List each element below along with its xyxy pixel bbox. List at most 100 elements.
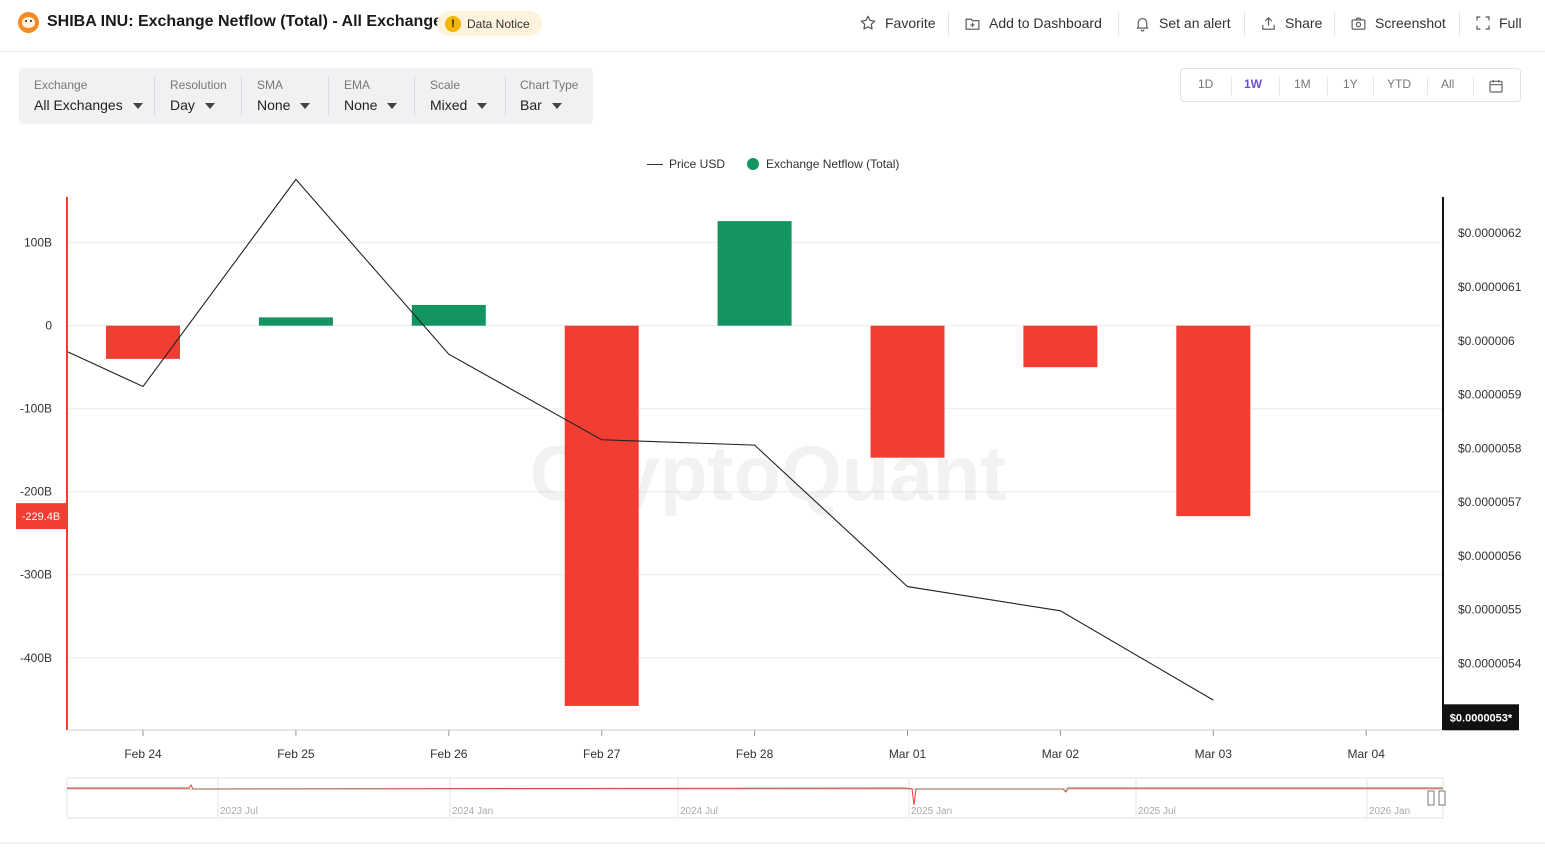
left-axis-tick-label: 0	[45, 319, 52, 333]
range-ytd-button[interactable]: YTD	[1387, 77, 1411, 91]
x-axis-tick-label: Mar 02	[1042, 747, 1080, 761]
caret-down-icon	[477, 102, 488, 109]
fullscreen-button[interactable]: Full	[1475, 13, 1522, 33]
chart-type-label: Chart Type	[520, 78, 579, 92]
right-axis-tick-label: $0.0000054	[1458, 657, 1522, 671]
left-axis-current-value-badge	[16, 503, 66, 530]
screenshot-label: Screenshot	[1375, 15, 1446, 31]
netflow-bar	[258, 317, 333, 326]
netflow-bar	[411, 304, 486, 326]
navigator-panel	[66, 777, 1444, 819]
netflow-bar	[870, 325, 945, 458]
navigator-right-handle	[1438, 790, 1446, 806]
left-axis-current-value: -229.4B	[22, 511, 61, 523]
range-1y-button[interactable]: 1Y	[1343, 77, 1358, 91]
resolution-select[interactable]: Resolution Day	[155, 68, 241, 124]
set-alert-button[interactable]: Set an alert	[1134, 13, 1231, 33]
left-axis-tick-label: 100B	[24, 236, 52, 250]
resolution-value: Day	[170, 97, 195, 113]
chart-controls: Exchange All Exchanges Resolution Day SM…	[19, 68, 593, 124]
star-icon	[860, 15, 876, 30]
favorite-button[interactable]: Favorite	[859, 13, 936, 33]
right-axis-current-value: $0.0000053*	[1450, 712, 1513, 724]
netflow-legend-label[interactable]: Exchange Netflow (Total)	[766, 157, 900, 171]
caret-down-icon	[300, 102, 311, 109]
screenshot-button[interactable]: Screenshot	[1350, 13, 1446, 33]
favorite-label: Favorite	[885, 15, 936, 31]
navigator-label: 2024 Jan	[452, 806, 493, 817]
add-to-dashboard-button[interactable]: Add to Dashboard	[964, 13, 1102, 33]
netflow-bar	[1176, 325, 1251, 517]
ema-select[interactable]: EMA None	[329, 68, 414, 124]
scale-select[interactable]: Scale Mixed	[415, 68, 505, 124]
x-axis-tick-label: Feb 24	[124, 747, 162, 761]
data-notice-label: Data Notice	[467, 16, 530, 31]
chart-legend: Price USD Exchange Netflow (Total)	[647, 157, 899, 171]
scale-label: Scale	[430, 78, 461, 92]
navigator-label: 2024 Jul	[680, 806, 718, 817]
right-axis-tick-label: $0.0000059	[1458, 388, 1522, 402]
right-axis-tick-label: $0.0000057	[1458, 495, 1522, 509]
right-axis-tick-label: $0.000006	[1458, 334, 1515, 348]
navigator-label: 2025 Jan	[911, 806, 952, 817]
exchange-value: All Exchanges	[34, 97, 123, 113]
navigator-handle[interactable]	[1427, 790, 1446, 806]
price-legend-label[interactable]: Price USD	[669, 157, 726, 171]
caret-down-icon	[387, 102, 398, 109]
left-axis-tick-label: -400B	[20, 651, 52, 665]
set-alert-label: Set an alert	[1159, 15, 1231, 31]
right-axis-tick-label: $0.0000055	[1458, 603, 1522, 617]
navigator-label: 2025 Jul	[1138, 806, 1176, 817]
right-axis-tick-label: $0.0000058	[1458, 441, 1522, 455]
x-axis-tick-label: Feb 27	[583, 747, 621, 761]
share-button[interactable]: Share	[1260, 13, 1322, 33]
netflow-legend-swatch	[747, 158, 760, 170]
exchange-label: Exchange	[34, 78, 88, 92]
range-1m-button[interactable]: 1M	[1294, 77, 1311, 91]
calendar-icon[interactable]	[1488, 78, 1504, 94]
data-notice-button[interactable]: ! Data Notice	[437, 11, 542, 36]
ema-value: None	[344, 97, 378, 113]
time-range-selector: 1D 1W 1M 1Y YTD All	[1180, 68, 1521, 102]
left-axis-tick-label: -200B	[20, 485, 52, 499]
caret-down-icon	[204, 102, 215, 109]
x-axis-tick-label: Mar 03	[1195, 747, 1233, 761]
right-axis-tick-label: $0.0000061	[1458, 280, 1522, 294]
range-1w-button[interactable]: 1W	[1244, 77, 1262, 91]
netflow-bar	[1023, 325, 1098, 368]
range-1d-button[interactable]: 1D	[1198, 77, 1214, 91]
navigator-left-handle	[1427, 790, 1435, 806]
caret-down-icon	[551, 102, 562, 109]
left-axis-tick-label: -300B	[20, 568, 52, 582]
header-bar: SHIBA INU: Exchange Netflow (Total) - Al…	[0, 0, 1545, 52]
add-to-dashboard-label: Add to Dashboard	[989, 15, 1102, 31]
x-axis-tick-label: Feb 28	[736, 747, 774, 761]
left-axis-tick-label: -100B	[20, 402, 52, 416]
page-title: SHIBA INU: Exchange Netflow (Total) - Al…	[47, 13, 451, 30]
netflow-bar	[564, 325, 639, 706]
share-icon	[1262, 16, 1275, 30]
shiba-inu-logo-icon	[18, 12, 39, 33]
chart-type-select[interactable]: Chart Type Bar	[506, 68, 593, 124]
caret-down-icon	[132, 102, 143, 109]
fullscreen-label: Full	[1499, 15, 1522, 31]
camera-icon	[1351, 17, 1366, 30]
right-axis-current-value-badge	[1443, 704, 1519, 731]
x-axis-tick-label: Mar 01	[889, 747, 927, 761]
navigator-label: 2026 Jan	[1369, 806, 1410, 817]
exchange-select[interactable]: Exchange All Exchanges	[19, 68, 154, 124]
x-axis-tick-label: Mar 04	[1348, 747, 1386, 761]
sma-label: SMA	[257, 78, 284, 92]
sma-select[interactable]: SMA None	[242, 68, 328, 124]
dashboard-add-icon	[965, 18, 980, 30]
price-usd-line	[66, 178, 1214, 701]
x-axis-tick-label: Feb 25	[277, 747, 315, 761]
netflow-bar	[717, 221, 792, 326]
range-all-button[interactable]: All	[1441, 77, 1455, 91]
navigator-label: 2023 Jul	[220, 806, 258, 817]
netflow-bar	[106, 325, 180, 359]
price-legend-swatch	[647, 163, 663, 165]
x-axis-tick-label: Feb 26	[430, 747, 468, 761]
scale-value: Mixed	[430, 97, 468, 113]
